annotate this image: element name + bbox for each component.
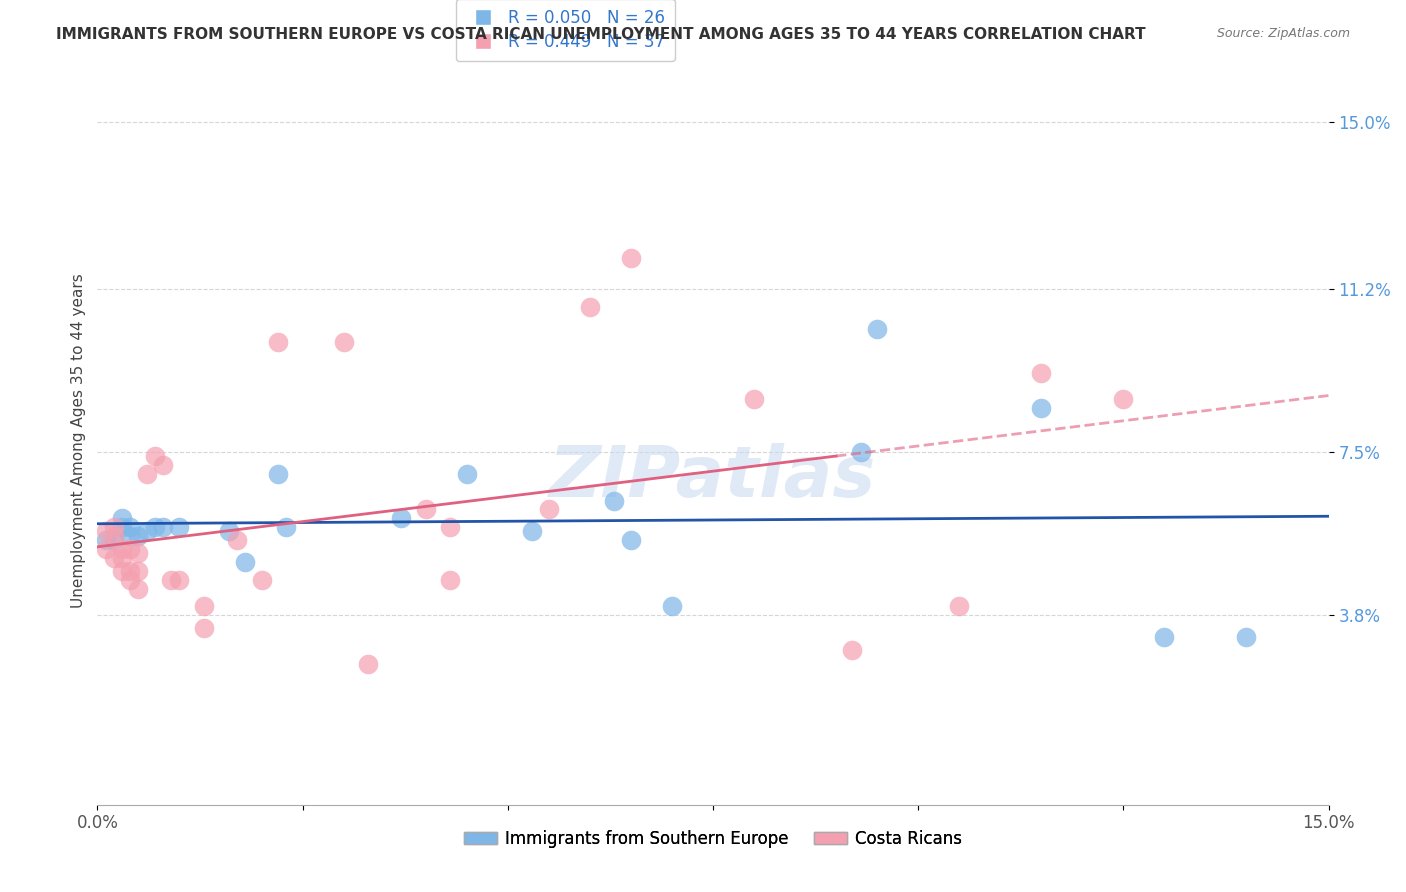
- Point: [120, 573, 142, 587]
- Point: [160, 573, 183, 587]
- Point: [276, 520, 298, 534]
- Point: [103, 533, 125, 548]
- Point: [120, 564, 142, 578]
- Y-axis label: Unemployment Among Ages 35 to 44 years: Unemployment Among Ages 35 to 44 years: [72, 274, 86, 608]
- Point: [267, 334, 290, 349]
- Point: [143, 450, 166, 464]
- Point: [152, 520, 174, 534]
- Point: [135, 524, 157, 539]
- Point: [127, 529, 149, 543]
- Text: Source: ZipAtlas.com: Source: ZipAtlas.com: [1216, 27, 1350, 40]
- Point: [193, 599, 215, 614]
- Point: [620, 251, 643, 265]
- Point: [332, 334, 354, 349]
- Point: [111, 550, 134, 565]
- Point: [1153, 630, 1175, 644]
- Point: [849, 445, 872, 459]
- Point: [111, 542, 134, 557]
- Point: [579, 300, 602, 314]
- Point: [603, 493, 626, 508]
- Point: [143, 520, 166, 534]
- Point: [1031, 366, 1053, 380]
- Point: [948, 599, 970, 614]
- Point: [193, 621, 215, 635]
- Point: [169, 573, 191, 587]
- Point: [522, 524, 544, 539]
- Point: [135, 467, 157, 482]
- Point: [439, 573, 461, 587]
- Point: [120, 542, 142, 557]
- Point: [111, 511, 134, 525]
- Point: [111, 564, 134, 578]
- Point: [127, 582, 149, 596]
- Point: [537, 502, 560, 516]
- Point: [103, 550, 125, 565]
- Point: [267, 467, 290, 482]
- Point: [742, 392, 765, 407]
- Point: [250, 573, 273, 587]
- Point: [169, 520, 191, 534]
- Point: [94, 533, 117, 548]
- Point: [111, 520, 134, 534]
- Point: [456, 467, 478, 482]
- Point: [841, 643, 863, 657]
- Point: [415, 502, 437, 516]
- Point: [94, 542, 117, 557]
- Point: [127, 546, 149, 560]
- Point: [1031, 401, 1053, 415]
- Point: [127, 564, 149, 578]
- Point: [94, 524, 117, 539]
- Point: [233, 555, 256, 569]
- Point: [1236, 630, 1258, 644]
- Legend: Immigrants from Southern Europe, Costa Ricans: Immigrants from Southern Europe, Costa R…: [457, 823, 969, 855]
- Point: [357, 657, 380, 671]
- Point: [620, 533, 643, 548]
- Point: [439, 520, 461, 534]
- Point: [661, 599, 683, 614]
- Point: [120, 529, 142, 543]
- Text: ZIPatlas: ZIPatlas: [550, 443, 876, 512]
- Point: [1112, 392, 1135, 407]
- Text: IMMIGRANTS FROM SOUTHERN EUROPE VS COSTA RICAN UNEMPLOYMENT AMONG AGES 35 TO 44 : IMMIGRANTS FROM SOUTHERN EUROPE VS COSTA…: [56, 27, 1146, 42]
- Point: [225, 533, 247, 548]
- Point: [103, 529, 125, 543]
- Point: [866, 321, 889, 335]
- Point: [218, 524, 240, 539]
- Point: [120, 520, 142, 534]
- Point: [152, 458, 174, 473]
- Point: [389, 511, 412, 525]
- Point: [103, 520, 125, 534]
